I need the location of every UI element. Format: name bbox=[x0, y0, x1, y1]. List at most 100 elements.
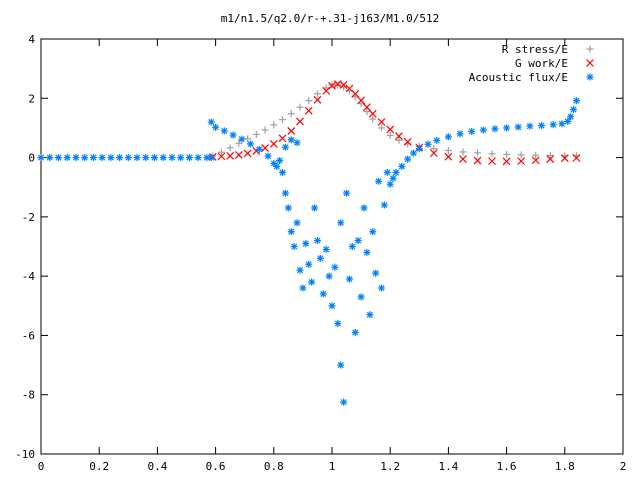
series-2-point bbox=[305, 260, 313, 268]
series-0-point bbox=[226, 144, 234, 152]
series-2-point bbox=[549, 121, 557, 129]
series-2-point bbox=[229, 131, 237, 139]
series-1-point bbox=[572, 153, 581, 162]
series-1-point bbox=[488, 157, 496, 166]
series-2-point bbox=[311, 204, 319, 212]
series-2-point bbox=[281, 189, 289, 197]
series-0-point bbox=[334, 81, 342, 89]
series-2-point bbox=[46, 154, 54, 162]
series-2-point bbox=[360, 204, 368, 212]
series-2-point bbox=[456, 130, 464, 138]
series-1-point bbox=[531, 156, 540, 165]
legend-marker bbox=[586, 45, 594, 53]
x-tick-label: 0 bbox=[38, 460, 45, 473]
series-1-point bbox=[368, 109, 377, 118]
series-2-point bbox=[372, 269, 380, 277]
series-2-point bbox=[398, 162, 406, 170]
series-2-point bbox=[337, 361, 345, 369]
x-tick-label: 0.6 bbox=[206, 460, 226, 473]
series-0-point bbox=[305, 97, 313, 105]
series-2-point bbox=[194, 154, 202, 162]
y-tick-label: -6 bbox=[22, 329, 35, 342]
series-2-point bbox=[316, 254, 324, 262]
series-1-point bbox=[287, 126, 296, 135]
series-1-point bbox=[377, 118, 386, 126]
series-2-point bbox=[415, 145, 423, 153]
series-2-point bbox=[270, 160, 278, 167]
axis-ticks bbox=[40, 38, 624, 455]
series-1-point bbox=[386, 125, 395, 134]
series-2-point bbox=[255, 145, 263, 153]
series-0-point bbox=[532, 151, 540, 159]
series-1-point bbox=[234, 150, 243, 159]
series-1-point bbox=[560, 154, 569, 163]
series-2-point bbox=[284, 204, 292, 212]
series-1-point bbox=[351, 89, 360, 98]
y-tick-label: 0 bbox=[28, 152, 35, 165]
series-0-point bbox=[503, 150, 511, 158]
series-1-point bbox=[546, 155, 555, 163]
series-1-point bbox=[362, 103, 371, 112]
x-tick-label: 1.2 bbox=[380, 460, 400, 473]
series-0-point bbox=[357, 100, 365, 108]
series-2-point bbox=[37, 154, 45, 162]
series-2-point bbox=[281, 143, 289, 151]
y-tick-label: 2 bbox=[28, 92, 35, 105]
series-2-point bbox=[168, 154, 176, 162]
series-2-point bbox=[302, 240, 310, 248]
series-0-point bbox=[235, 139, 243, 147]
y-tick-label: -4 bbox=[22, 270, 36, 283]
series-2-point bbox=[207, 118, 215, 126]
series-2-point bbox=[276, 157, 284, 165]
series-1-point bbox=[304, 106, 313, 115]
series-2-point bbox=[337, 219, 345, 227]
series-0-point bbox=[313, 90, 321, 98]
series-2-point bbox=[526, 122, 534, 130]
series-1-point bbox=[226, 151, 235, 160]
series-1-point bbox=[339, 81, 348, 89]
series-2-point bbox=[375, 177, 383, 185]
series-2-point bbox=[386, 180, 394, 188]
series-2-point bbox=[116, 154, 124, 162]
series-2-point bbox=[351, 328, 359, 336]
series-2-point bbox=[392, 168, 400, 176]
series-0-point bbox=[270, 121, 278, 129]
series-2-point bbox=[334, 320, 342, 328]
series-2-point bbox=[404, 155, 412, 163]
series-2-point bbox=[479, 126, 487, 134]
series-0-point bbox=[252, 130, 260, 138]
series-0-point bbox=[261, 126, 269, 134]
series-2-point bbox=[322, 245, 330, 253]
series-1-point bbox=[261, 144, 269, 153]
series-0-point bbox=[459, 148, 467, 156]
series-0-point bbox=[546, 151, 554, 159]
series-0-point bbox=[395, 136, 403, 144]
series-2-point bbox=[124, 154, 132, 162]
series-2-point bbox=[142, 154, 150, 162]
series-2-point bbox=[293, 219, 301, 227]
series-0-point bbox=[296, 103, 304, 111]
series-2-point bbox=[409, 149, 417, 157]
series-2-point bbox=[424, 140, 432, 148]
series-2-point bbox=[290, 243, 298, 250]
legend-marker bbox=[586, 73, 594, 81]
series-2-point bbox=[185, 154, 193, 162]
series-2-point bbox=[238, 135, 246, 143]
series-2-point bbox=[444, 133, 452, 141]
series-0-point bbox=[444, 146, 452, 154]
series-2-point bbox=[331, 263, 339, 271]
tick-labels: 0 0.2 0.4 0.6 0.8 1 1.2 1.4 1.6 1.8 2 4 2 0 -2 -4 -6 -8 -1… bbox=[15, 33, 626, 473]
series-2-point bbox=[273, 162, 281, 170]
series-2-point bbox=[313, 237, 321, 245]
series-2-point bbox=[468, 127, 476, 135]
series-2-point bbox=[299, 284, 307, 292]
series-0-point bbox=[488, 150, 496, 158]
series-2-point bbox=[433, 136, 441, 144]
series-1-point bbox=[296, 117, 304, 126]
series-2-point bbox=[366, 311, 374, 319]
y-tick-label: -10 bbox=[15, 448, 35, 461]
series-0-point bbox=[386, 131, 394, 139]
series-0-point bbox=[369, 115, 377, 123]
series-2-point bbox=[538, 122, 546, 130]
